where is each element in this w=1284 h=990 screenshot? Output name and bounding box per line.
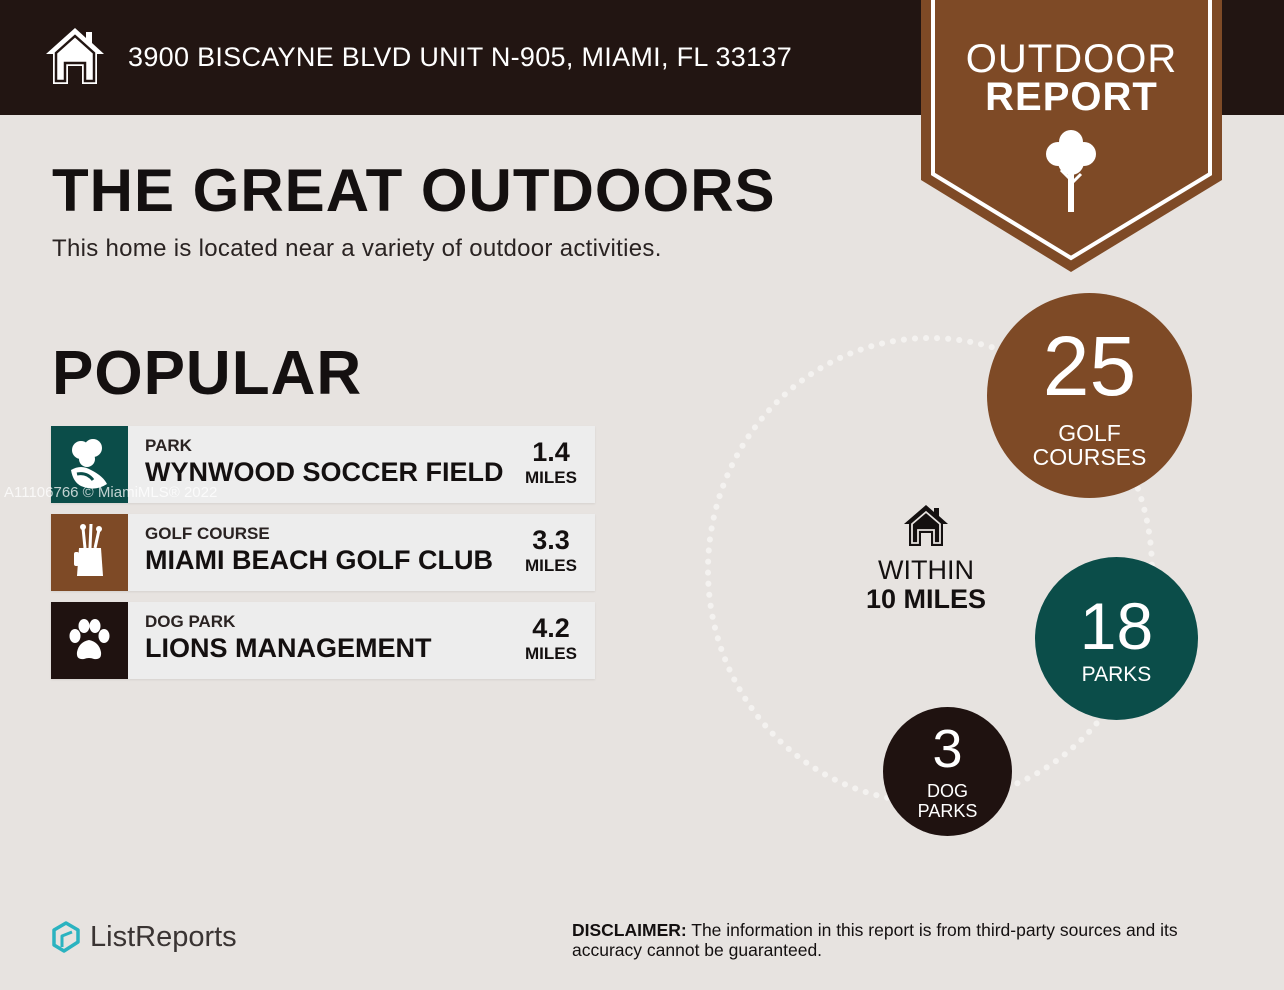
dog-label-line1: DOG	[926, 781, 968, 801]
within-label-line1: WITHIN	[878, 555, 974, 585]
parks-count-label: PARKS	[1081, 663, 1152, 686]
page-subtitle: This home is located near a variety of o…	[52, 235, 662, 262]
dog-parks-count: 3 DOG PARKS	[883, 707, 1012, 836]
dog-count-label: DOG PARKS	[883, 781, 1012, 821]
home-icon	[46, 28, 104, 84]
golf-label-line1: GOLF	[1058, 420, 1121, 446]
paw-icon	[69, 619, 110, 660]
popular-item-name: LIONS MANAGEMENT	[145, 633, 432, 663]
dog-label-line2: PARKS	[917, 801, 978, 821]
listreports-logo-icon[interactable]	[50, 920, 82, 954]
within-radius-label: WITHIN 10 MILES	[856, 556, 996, 614]
badge-title-line1: OUTDOOR	[965, 37, 1178, 81]
park-icon	[71, 439, 107, 489]
golf-courses-count: 25 GOLF COURSES	[987, 293, 1192, 498]
badge-title-line2: REPORT	[985, 75, 1158, 119]
page-title: THE GREAT OUTDOORS	[52, 157, 776, 224]
park-icon-box	[51, 426, 128, 503]
popular-item-category: DOG PARK	[145, 612, 236, 631]
listreports-logo[interactable]: ListReports	[90, 921, 237, 953]
dog-count-value: 3	[932, 719, 963, 779]
home-small-icon	[904, 505, 948, 546]
popular-item-category: GOLF COURSE	[145, 524, 270, 543]
golf-icon-box	[51, 514, 128, 591]
golf-bag-icon	[74, 523, 103, 576]
tree-icon	[1046, 130, 1096, 212]
golf-count-value: 25	[1042, 319, 1137, 413]
popular-item-unit: MILES	[525, 468, 577, 487]
popular-item-unit: MILES	[525, 556, 577, 575]
dog-park-icon-box	[51, 602, 128, 679]
parks-count-value: 18	[1079, 589, 1154, 663]
popular-item-park[interactable]: PARK WYNWOOD SOCCER FIELD 1.4 MILES	[51, 426, 595, 503]
popular-item-distance: 3.3	[532, 525, 570, 555]
golf-label-line2: COURSES	[1032, 444, 1147, 470]
popular-item-golf[interactable]: GOLF COURSE MIAMI BEACH GOLF CLUB 3.3 MI…	[51, 514, 595, 591]
popular-heading: POPULAR	[52, 339, 363, 408]
popular-item-distance: 4.2	[532, 613, 570, 643]
popular-item-name: WYNWOOD SOCCER FIELD	[145, 457, 504, 487]
popular-item-dog-park[interactable]: DOG PARK LIONS MANAGEMENT 4.2 MILES	[51, 602, 595, 679]
within-label-line2: 10 MILES	[865, 584, 987, 614]
property-address: 3900 BISCAYNE BLVD UNIT N-905, MIAMI, FL…	[128, 42, 793, 72]
mls-watermark: A11106766 © MiamiMLS® 2022	[4, 484, 218, 501]
golf-count-label: GOLF COURSES	[987, 421, 1192, 469]
parks-count: 18 PARKS	[1035, 557, 1198, 720]
badge-title: OUTDOOR REPORT	[921, 37, 1222, 119]
disclaimer-text: The information in this report is from t…	[572, 920, 1178, 960]
popular-item-unit: MILES	[525, 644, 577, 663]
popular-item-category: PARK	[145, 436, 192, 455]
popular-item-name: MIAMI BEACH GOLF CLUB	[145, 545, 493, 575]
disclaimer-label: DISCLAIMER:	[572, 920, 687, 940]
disclaimer: DISCLAIMER: The information in this repo…	[572, 920, 1252, 960]
popular-item-distance: 1.4	[532, 437, 570, 467]
